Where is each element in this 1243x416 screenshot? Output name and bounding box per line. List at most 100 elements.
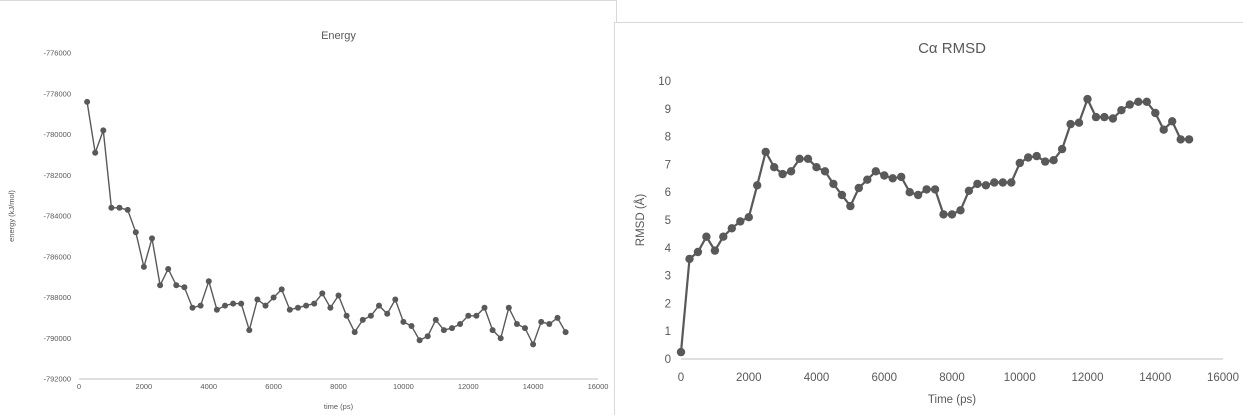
data-point: [1100, 113, 1108, 121]
series-line: [681, 99, 1189, 352]
data-point: [1134, 98, 1142, 106]
x-tick-label: 4000: [200, 382, 217, 391]
y-tick-label: 1: [665, 326, 671, 338]
data-point: [1041, 157, 1049, 165]
y-axis-label: energy (kJ/mol): [7, 190, 16, 242]
data-point: [1109, 114, 1117, 122]
x-tick-label: 12000: [1072, 372, 1104, 384]
data-point: [336, 293, 342, 299]
data-point: [449, 325, 455, 331]
data-point: [230, 301, 236, 307]
x-tick-label: 16000: [588, 382, 609, 391]
x-tick-label: 16000: [1207, 372, 1239, 384]
data-point: [1177, 135, 1185, 143]
data-point: [530, 341, 536, 347]
data-point: [198, 303, 204, 309]
y-tick-label: 7: [665, 159, 671, 171]
data-point: [956, 206, 964, 214]
data-point: [863, 176, 871, 184]
data-point: [417, 337, 423, 343]
data-point: [125, 207, 131, 213]
x-axis-label: time (ps): [324, 402, 354, 411]
data-point: [206, 278, 212, 284]
data-point: [973, 180, 981, 188]
series-line: [87, 102, 565, 345]
data-point: [555, 315, 561, 321]
data-point: [108, 205, 114, 211]
y-tick-label: 4: [665, 243, 672, 255]
data-point: [812, 163, 820, 171]
y-tick-label: 9: [665, 104, 671, 116]
data-point: [473, 313, 479, 319]
data-point: [214, 307, 220, 313]
data-point: [409, 323, 415, 329]
data-point: [246, 327, 252, 333]
energy-chart-panel: Energy 0 2000 4000 6000 8000 10000 12000 14000 16…: [0, 0, 617, 415]
data-point: [982, 181, 990, 189]
y-tick-label: 3: [665, 271, 671, 283]
y-tick-label: 2: [665, 298, 671, 310]
data-point: [880, 171, 888, 179]
data-point: [1066, 120, 1074, 128]
data-point: [344, 313, 350, 319]
data-point: [829, 180, 837, 188]
data-point: [271, 295, 277, 301]
y-tick-label: -786000: [43, 252, 71, 261]
data-point: [157, 282, 163, 288]
data-point: [939, 210, 947, 218]
data-point: [999, 178, 1007, 186]
data-point: [287, 307, 293, 313]
x-tick-label: 10000: [1004, 372, 1036, 384]
x-tick-label: 14000: [523, 382, 544, 391]
y-tick-label: -792000: [43, 375, 71, 384]
data-point: [1185, 135, 1193, 143]
data-point: [1058, 145, 1066, 153]
rmsd-chart: Cα RMSD 0 2000 4000 6000 8000 10000 12000 14000 1…: [615, 23, 1243, 416]
data-point: [84, 99, 90, 105]
energy-chart: Energy 0 2000 4000 6000 8000 10000 12000 14000 16…: [0, 1, 617, 416]
x-tick-label: 2000: [136, 382, 153, 391]
data-point: [522, 325, 528, 331]
data-point: [1049, 156, 1057, 164]
data-point: [506, 305, 512, 311]
data-point: [914, 191, 922, 199]
data-point: [1168, 117, 1176, 125]
data-point: [1033, 152, 1041, 160]
data-point: [677, 348, 685, 356]
data-point: [352, 329, 358, 335]
data-point: [1016, 159, 1024, 167]
x-axis-label: Time (ps): [928, 394, 976, 406]
data-point: [311, 301, 317, 307]
x-tick-label: 4000: [804, 372, 830, 384]
data-point: [190, 305, 196, 311]
data-point: [181, 284, 187, 290]
data-point: [1117, 106, 1125, 114]
data-point: [745, 213, 753, 221]
data-point: [327, 305, 333, 311]
data-point: [538, 319, 544, 325]
data-point: [238, 301, 244, 307]
data-point: [279, 286, 285, 292]
data-point: [1083, 95, 1091, 103]
data-point: [702, 233, 710, 241]
chart-title: Energy: [321, 30, 356, 42]
y-tick-label: -784000: [43, 212, 71, 221]
y-tick-label: -788000: [43, 293, 71, 302]
rmsd-chart-panel: Cα RMSD 0 2000 4000 6000 8000 10000 12000 14000 1…: [614, 22, 1243, 415]
data-point: [770, 163, 778, 171]
y-tick-label: -790000: [43, 334, 71, 343]
x-tick-label: 6000: [265, 382, 282, 391]
data-point: [1007, 178, 1015, 186]
data-point: [514, 321, 520, 327]
x-tick-label: 0: [678, 372, 684, 384]
data-point: [295, 305, 301, 311]
x-tick-label: 2000: [736, 372, 762, 384]
data-point: [906, 188, 914, 196]
x-tick-label: 14000: [1139, 372, 1171, 384]
data-point: [457, 321, 463, 327]
data-point: [846, 202, 854, 210]
data-point: [376, 303, 382, 309]
data-point: [319, 290, 325, 296]
data-point: [149, 235, 155, 241]
y-tick-label: 6: [665, 187, 671, 199]
